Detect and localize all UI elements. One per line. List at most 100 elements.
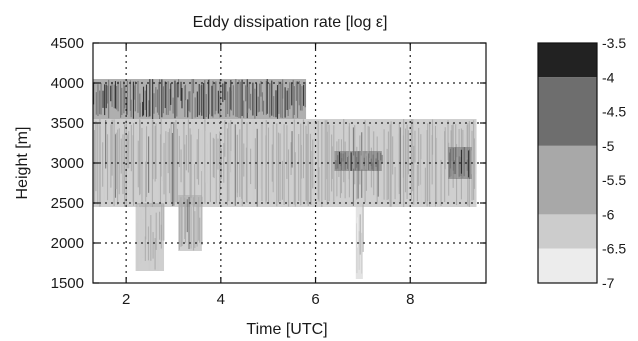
heatmap-streak [154,238,156,270]
heatmap-streak [261,92,263,112]
heatmap-streak [335,154,337,199]
heatmap-streak [339,160,341,198]
heatmap-streak [199,85,201,113]
heatmap-streak [145,203,147,240]
heatmap-streak [354,151,356,171]
heatmap-streak [141,127,143,203]
heatmap-streak [142,86,145,116]
heatmap-streak [196,139,198,180]
heatmap-streak [212,80,214,118]
heatmap-streak [256,128,258,207]
heatmap-streak [326,131,328,205]
heatmap-streak [449,148,452,169]
x-tick-label: 8 [406,291,414,308]
heatmap-streak [139,102,141,117]
heatmap-streak [168,128,171,194]
heatmap-streak [149,127,152,169]
heatmap-streak [272,124,274,193]
heatmap-streak [281,160,283,200]
heatmap-streak [363,157,365,167]
heatmap-streak [105,84,107,109]
heatmap-streak [299,84,302,111]
heatmap-streak [444,127,446,170]
heatmap-streak [416,164,418,202]
y-tick-label: 2000 [51,235,84,252]
heatmap-streak [144,90,146,111]
heatmap-streak [414,130,416,163]
heatmap-streak [248,82,250,109]
heatmap-streak [301,86,303,111]
colorbar-label: -4 [602,69,615,85]
heatmap-streak [456,157,458,178]
heatmap-streak [266,79,268,114]
heatmap-streak [99,126,101,207]
heatmap-streak [188,91,190,111]
heatmap-streak [191,205,193,251]
heatmap-streak [257,96,259,113]
heatmap-streak [212,137,214,178]
heatmap-streak [132,122,135,206]
heatmap-streak [273,96,275,117]
heatmap-streak [365,156,367,191]
heatmap-streak [328,124,330,202]
heatmap-streak [236,82,238,118]
heatmap-streak [280,81,282,118]
heatmap-streak [117,129,119,205]
heatmap-streak [114,81,116,109]
heatmap-streak [154,125,156,182]
heatmap-streak [344,152,346,170]
heatmap-streak [412,119,414,192]
heatmap-streak [371,162,373,170]
heatmap-streak [219,79,221,104]
heatmap-streak [440,159,442,206]
heatmap-streak [114,134,117,198]
heatmap-streak [427,123,429,202]
heatmap-streak [387,131,389,200]
heatmap-streak [219,131,221,205]
heatmap-streak [120,81,122,118]
heatmap-streak [361,151,363,170]
heatmap-streak [181,203,183,246]
colorbar-label: -3.5 [602,35,626,51]
heatmap-streak [137,140,139,188]
heatmap-streak [178,79,180,96]
heatmap-streak [140,210,142,264]
heatmap-streak [466,159,468,171]
heatmap-streak [283,124,285,205]
heatmap-streak [435,137,437,203]
heatmap-streak [160,119,162,177]
heatmap-streak [165,131,167,203]
heatmap-streak [108,135,110,207]
heatmap-streak [198,84,200,116]
heatmap-streak [110,124,112,188]
heatmap-streak [224,120,226,157]
heatmap-streak [102,142,104,187]
heatmap-streak [215,81,217,111]
heatmap-streak [423,131,425,198]
heatmap-streak [100,82,102,115]
heatmap-streak [189,128,191,205]
heatmap-streak [177,82,179,98]
heatmap-streak [129,80,131,111]
heatmap-streak [434,125,437,207]
heatmap-region [93,79,307,119]
colorbar-band [538,77,597,146]
heatmap-streak [360,155,362,171]
heatmap-streak [318,167,320,202]
heatmap-streak [441,139,443,175]
plot-area [92,42,487,284]
heatmap-streak [265,80,267,115]
heatmap-streak [317,120,319,200]
heatmap-streak [159,134,162,205]
heatmap-streak [338,151,341,165]
heatmap-streak [163,142,165,195]
y-tick-label: 3000 [51,155,84,172]
heatmap-streak [460,149,462,174]
heatmap-streak [111,81,113,107]
heatmap-streak [250,148,252,185]
heatmap-streak [148,100,150,118]
heatmap-streak [95,121,97,192]
heatmap-streak [207,79,209,119]
heatmap-streak [118,128,120,195]
heatmap-streak [346,157,349,169]
